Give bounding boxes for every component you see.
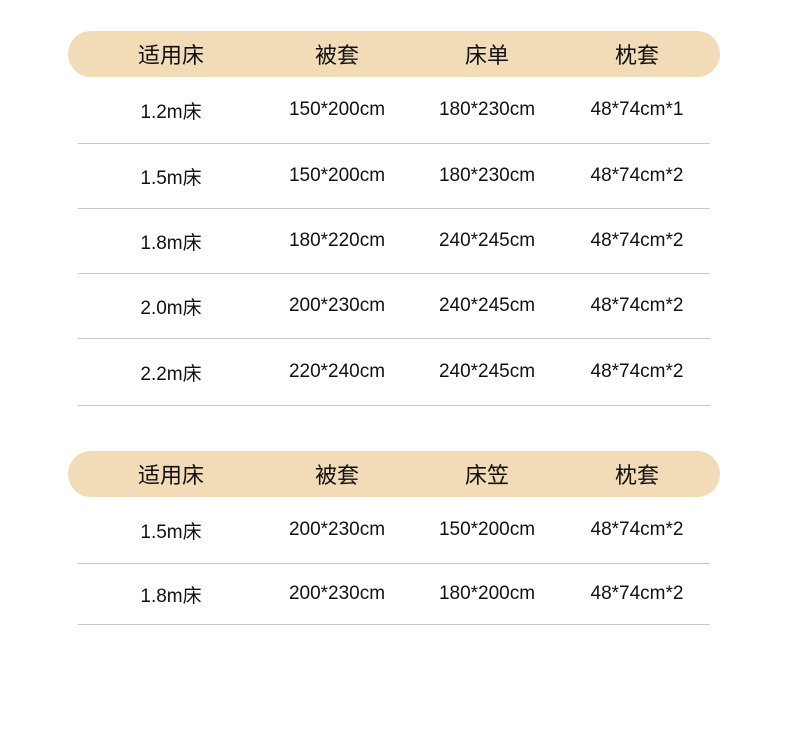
- table-row: 2.0m床 200*230cm 240*245cm 48*74cm*2: [78, 274, 710, 339]
- table-row: 1.2m床 150*200cm 180*230cm 48*74cm*1: [78, 77, 710, 144]
- table-row: 2.2m床 220*240cm 240*245cm 48*74cm*2: [78, 339, 710, 406]
- table-cell: 150*200cm: [288, 99, 386, 120]
- table-cell: 1.8m床: [140, 232, 202, 254]
- size-table-2: 适用床 被套 床笠 枕套 1.5m床 200*230cm 150*200cm 48*74cm*…: [68, 451, 720, 625]
- table-cell: 48*74cm*2: [590, 230, 684, 251]
- header-cell: 枕套: [614, 463, 659, 488]
- table-cell: 48*74cm*2: [590, 583, 684, 604]
- table-cell: 240*245cm: [438, 361, 536, 382]
- table-cell: 48*74cm*2: [590, 165, 684, 186]
- table-row: 1.8m床 180*220cm 240*245cm 48*74cm*2: [78, 209, 710, 274]
- table-cell: 1.5m床: [140, 167, 202, 189]
- table-cell: 1.2m床: [140, 101, 202, 123]
- table-cell: 220*240cm: [288, 361, 386, 382]
- header-cell: 被套: [314, 463, 359, 488]
- table-cell: 48*74cm*2: [590, 295, 684, 316]
- table-cell: 48*74cm*1: [590, 99, 684, 120]
- table-cell: 48*74cm*2: [590, 361, 684, 382]
- table-cell: 1.8m床: [140, 585, 202, 607]
- header-cell: 床单: [464, 43, 509, 68]
- table-cell: 2.0m床: [140, 297, 202, 319]
- header-cell: 枕套: [614, 43, 659, 68]
- table-cell: 48*74cm*2: [590, 519, 684, 540]
- size-table-1: 适用床 被套 床单 枕套 1.2m床 150*200cm 180*230cm 48*74cm*…: [68, 31, 720, 406]
- header-cell: 适用床: [137, 463, 204, 488]
- header-cell: 被套: [314, 43, 359, 68]
- table-cell: 200*230cm: [288, 583, 386, 604]
- table-header: 适用床 被套 床单 枕套: [68, 31, 720, 77]
- table-header: 适用床 被套 床笠 枕套: [68, 451, 720, 497]
- table-row: 1.5m床 200*230cm 150*200cm 48*74cm*2: [78, 497, 710, 564]
- table-cell: 200*230cm: [288, 519, 386, 540]
- table-cell: 200*230cm: [288, 295, 386, 316]
- table-cell: 180*200cm: [438, 583, 536, 604]
- table-row: 1.5m床 150*200cm 180*230cm 48*74cm*2: [78, 144, 710, 209]
- table-cell: 240*245cm: [438, 295, 536, 316]
- table-cell: 180*230cm: [438, 165, 536, 186]
- table-cell: 240*245cm: [438, 230, 536, 251]
- table-cell: 2.2m床: [140, 363, 202, 385]
- table-cell: 150*200cm: [288, 165, 386, 186]
- header-cell: 床笠: [464, 463, 509, 488]
- table-cell: 180*230cm: [438, 99, 536, 120]
- header-cell: 适用床: [137, 43, 204, 68]
- table-cell: 1.5m床: [140, 521, 202, 543]
- table-row: 1.8m床 200*230cm 180*200cm 48*74cm*2: [78, 564, 710, 625]
- table-cell: 150*200cm: [438, 519, 536, 540]
- table-cell: 180*220cm: [288, 230, 386, 251]
